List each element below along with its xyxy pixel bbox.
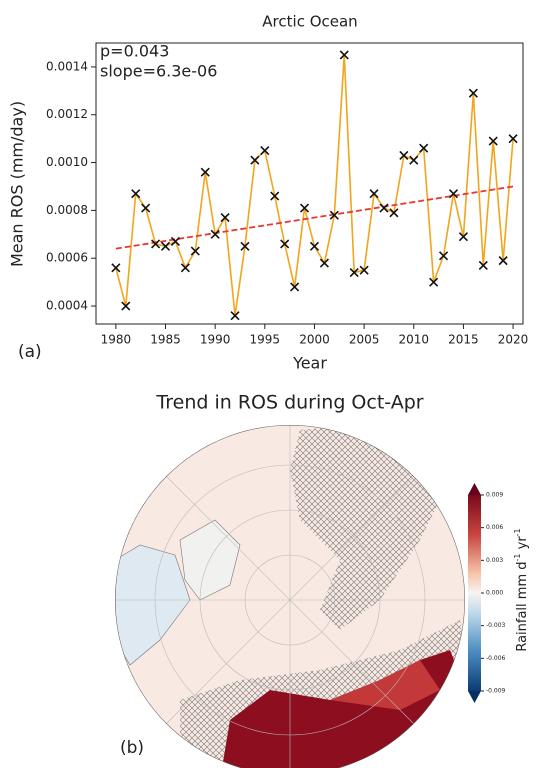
data-point xyxy=(329,210,339,220)
data-line xyxy=(115,54,514,316)
data-point xyxy=(190,246,200,256)
data-point xyxy=(220,213,230,223)
x-tick-label: 1985 xyxy=(150,333,181,347)
hatch-region xyxy=(290,425,440,630)
data-point xyxy=(448,189,459,199)
data-point xyxy=(349,268,359,278)
map xyxy=(115,425,465,768)
data-point xyxy=(170,236,181,247)
y-tick-label: 0.0012 xyxy=(46,107,88,121)
data-point xyxy=(419,143,429,153)
colorbar-label-text: Rainfall mm d xyxy=(515,561,530,651)
colorbar-tick-label: 0.006 xyxy=(486,524,503,531)
data-point xyxy=(369,189,379,199)
panel-label: (b) xyxy=(120,738,144,758)
panel-label: (a) xyxy=(18,342,42,362)
x-tick-label: 1980 xyxy=(101,333,132,347)
data-point xyxy=(309,241,320,251)
colorbar-label-sup: -1 xyxy=(513,553,522,561)
data-point xyxy=(260,146,270,156)
data-point xyxy=(498,256,508,266)
data-point xyxy=(429,277,439,287)
y-tick-label: 0.0014 xyxy=(46,59,88,73)
map-title: Trend in ROS during Oct-Apr xyxy=(155,392,423,414)
data-point xyxy=(180,263,190,273)
data-point xyxy=(488,136,498,146)
x-tick-label: 2020 xyxy=(498,333,529,347)
panel-b: Trend in ROS during Oct-Apr (b) Rainfall… xyxy=(115,392,530,768)
data-point xyxy=(250,155,260,165)
annotation: slope=6.3e-06 xyxy=(100,62,217,81)
panel-a: Arctic Ocean p=0.043 slope=6.3e-06 Year … xyxy=(8,13,524,373)
colorbar-label-text: yr xyxy=(515,536,530,554)
data-point xyxy=(131,189,141,199)
data-point xyxy=(359,265,369,275)
trend-line xyxy=(115,185,514,250)
data-point xyxy=(478,260,488,270)
colorbar-extend xyxy=(468,483,481,495)
data-point xyxy=(290,282,300,292)
x-tick-label: 2015 xyxy=(448,333,479,347)
colorbar xyxy=(468,495,481,691)
colorbar-tick-label: 0.009 xyxy=(486,492,503,499)
data-point xyxy=(230,311,240,321)
x-tick-label: 2010 xyxy=(398,333,429,347)
x-tick-label: 1995 xyxy=(250,333,281,347)
data-point xyxy=(508,134,518,144)
data-point xyxy=(141,203,151,213)
x-axis-label: Year xyxy=(292,354,327,373)
data-point xyxy=(389,208,399,218)
data-point xyxy=(270,191,280,201)
y-axis-label: Mean ROS (mm/day) xyxy=(8,101,27,267)
data-point xyxy=(468,88,478,98)
positive-trend-region xyxy=(330,660,440,710)
plot-frame xyxy=(95,42,524,325)
data-point xyxy=(210,229,220,239)
x-tick-label: 2005 xyxy=(349,333,380,347)
y-tick-label: 0.0004 xyxy=(46,299,88,313)
colorbar-tick-label: -0.009 xyxy=(486,688,506,695)
data-point xyxy=(409,155,419,165)
colorbar-tick-label: -0.003 xyxy=(486,622,506,629)
y-tick-label: 0.0008 xyxy=(46,203,88,217)
y-tick-label: 0.0010 xyxy=(46,155,88,169)
data-point xyxy=(160,241,171,251)
data-point xyxy=(151,239,161,249)
y-tick-label: 0.0006 xyxy=(46,251,88,265)
x-tick-label: 2000 xyxy=(299,333,330,347)
data-point xyxy=(319,258,329,268)
data-point xyxy=(339,50,349,60)
data-point xyxy=(240,241,250,251)
data-point xyxy=(379,203,389,213)
colorbar-tick-label: 0.003 xyxy=(486,557,503,564)
graticule xyxy=(115,425,465,768)
colorbar-extend xyxy=(468,691,481,703)
chart-title: Arctic Ocean xyxy=(262,13,357,31)
data-point xyxy=(111,263,121,273)
data-point xyxy=(438,251,449,261)
data-point xyxy=(299,203,310,213)
data-point xyxy=(200,167,210,177)
data-point xyxy=(399,150,409,160)
data-point xyxy=(121,301,131,311)
colorbar-tick-label: -0.006 xyxy=(486,655,506,662)
data-point xyxy=(458,232,468,242)
colorbar-label-sup: -1 xyxy=(513,528,522,536)
land-patch xyxy=(179,519,241,601)
colorbar-tick-label: 0.000 xyxy=(486,590,503,597)
x-tick-label: 1990 xyxy=(200,333,231,347)
data-point xyxy=(280,239,290,249)
colorbar-label: Rainfall mm d-1 yr-1 xyxy=(513,528,530,651)
annotation: p=0.043 xyxy=(100,42,169,61)
